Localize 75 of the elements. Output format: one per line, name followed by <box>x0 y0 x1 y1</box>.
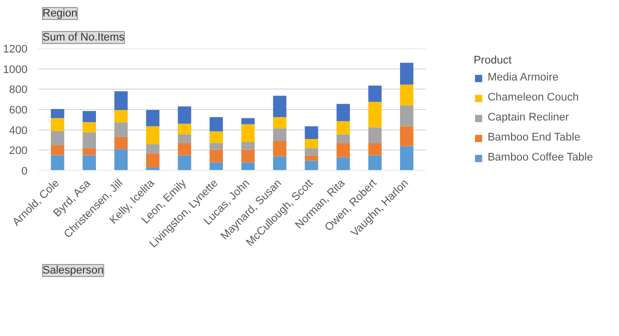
bar <box>400 84 414 106</box>
bar <box>210 131 223 144</box>
bar <box>178 106 192 124</box>
bar <box>336 157 350 170</box>
bar <box>50 108 64 118</box>
bar <box>146 110 160 126</box>
y-tick-label: 1000 <box>3 64 28 76</box>
bar <box>82 111 96 122</box>
bar <box>241 162 255 170</box>
y-tick-label: 400 <box>9 124 28 137</box>
bar <box>210 117 223 132</box>
bar <box>146 126 160 144</box>
y-tick-label: 0 <box>21 166 28 178</box>
bar <box>50 145 64 156</box>
legend-label: Media Armoire <box>488 72 559 84</box>
bar <box>273 96 286 118</box>
bar <box>304 155 318 161</box>
bar <box>114 110 128 122</box>
bar <box>273 117 286 128</box>
bar <box>114 149 128 170</box>
bar <box>400 105 414 126</box>
bar <box>368 127 382 144</box>
bar <box>241 150 255 162</box>
bar <box>114 136 128 150</box>
y-tick-label: 1200 <box>3 44 28 56</box>
text: Region <box>42 8 78 20</box>
bar <box>368 86 382 102</box>
y-axis-title: Sum of No.Items <box>42 32 125 44</box>
bar <box>368 155 382 170</box>
bar <box>210 162 223 170</box>
bar <box>241 124 255 142</box>
legend-title: Product <box>474 54 513 66</box>
bar <box>210 143 223 150</box>
legend-label: Bamboo Coffee Table <box>488 152 593 164</box>
bar <box>304 148 318 156</box>
bar <box>241 142 255 150</box>
bar <box>273 128 286 142</box>
x-axis-title: Salesperson <box>42 264 104 276</box>
bar <box>146 144 160 154</box>
bar <box>178 134 192 144</box>
bar <box>82 132 96 148</box>
legend-label: Chameleon Couch <box>488 92 579 104</box>
bar <box>146 153 160 168</box>
bar <box>304 160 318 170</box>
y-tick-label: 600 <box>9 104 28 116</box>
bar <box>114 122 128 137</box>
bar <box>336 134 350 144</box>
bar <box>336 121 350 134</box>
bar <box>82 155 96 170</box>
bar <box>368 102 382 128</box>
bar <box>273 141 286 156</box>
bar <box>304 138 318 148</box>
bar <box>178 124 192 134</box>
bar <box>82 148 96 156</box>
bar <box>114 91 128 110</box>
bar <box>50 130 64 146</box>
bar <box>336 104 350 122</box>
bar <box>50 118 64 131</box>
bar <box>368 143 382 156</box>
bar <box>400 126 414 146</box>
legend-label: Bamboo End Table <box>488 132 580 144</box>
bar <box>400 62 414 85</box>
bar <box>241 118 255 124</box>
y-tick-label: 800 <box>9 84 28 96</box>
bar <box>400 146 414 170</box>
bar <box>336 143 350 158</box>
bar <box>178 143 192 156</box>
bar <box>50 155 64 170</box>
bar <box>304 126 318 139</box>
y-tick-label: 200 <box>9 145 28 158</box>
legend-label: Captain Recliner <box>488 112 569 124</box>
bar <box>210 150 223 162</box>
bar <box>178 155 192 170</box>
bar <box>82 122 96 132</box>
bar <box>273 156 286 170</box>
